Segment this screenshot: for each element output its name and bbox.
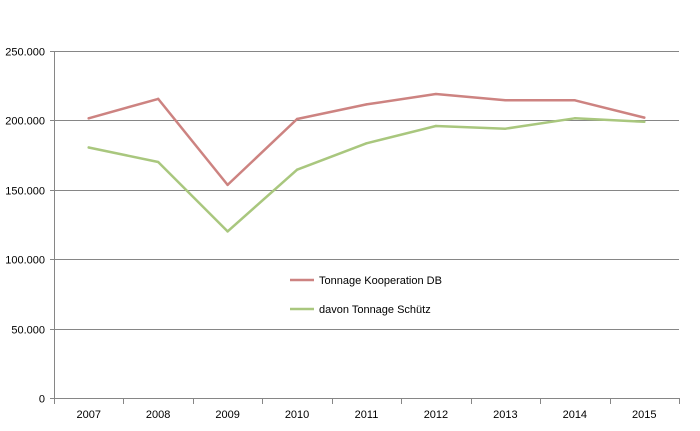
x-tick-label: 2015 [632, 409, 656, 421]
data-point [365, 142, 368, 145]
legend-label: Tonnage Kooperation DB [319, 275, 442, 287]
y-axis-tick-labels: 0 50.000 100.000 150.000 200.000 250.000 [5, 47, 45, 406]
data-point [643, 116, 646, 119]
y-tick-label: 0 [39, 394, 45, 406]
legend: Tonnage Kooperation DB davon Tonnage Schü… [290, 275, 442, 316]
x-tick-label: 2009 [215, 409, 239, 421]
gridlines [50, 51, 679, 330]
x-axis-tick-labels: 2007 2008 2009 2010 2011 2012 2013 2014 2015 [76, 409, 656, 421]
y-tick-label: 200.000 [5, 116, 45, 128]
x-tick-label: 2014 [563, 409, 587, 421]
data-point [226, 183, 229, 187]
x-tick-label: 2012 [424, 409, 448, 421]
x-tick-label: 2008 [146, 409, 170, 421]
x-tick-label: 2007 [76, 409, 100, 421]
x-tick-label: 2010 [285, 409, 309, 421]
y-tick-label: 250.000 [5, 47, 45, 59]
y-tick-label: 50.000 [11, 325, 45, 337]
data-point [434, 124, 438, 128]
data-point [504, 127, 507, 130]
data-point [156, 160, 160, 164]
data-point [573, 99, 577, 102]
series-lines [87, 92, 646, 233]
axes [50, 51, 680, 404]
data-point [87, 146, 90, 149]
data-point [504, 99, 507, 102]
data-point [87, 117, 90, 120]
data-point [365, 103, 368, 106]
x-tick-label: 2013 [493, 409, 517, 421]
data-point [643, 120, 646, 123]
data-point [156, 97, 160, 101]
data-point [295, 168, 299, 171]
data-point [295, 117, 299, 121]
legend-label: davon Tonnage Schütz [319, 304, 431, 316]
data-point [573, 117, 577, 120]
data-point [226, 230, 229, 233]
series-line-2 [87, 117, 646, 233]
data-point [434, 92, 438, 96]
y-tick-label: 100.000 [5, 255, 45, 267]
y-tick-label: 150.000 [5, 186, 45, 198]
series-line-1 [87, 92, 646, 187]
x-tick-label: 2011 [355, 409, 379, 421]
